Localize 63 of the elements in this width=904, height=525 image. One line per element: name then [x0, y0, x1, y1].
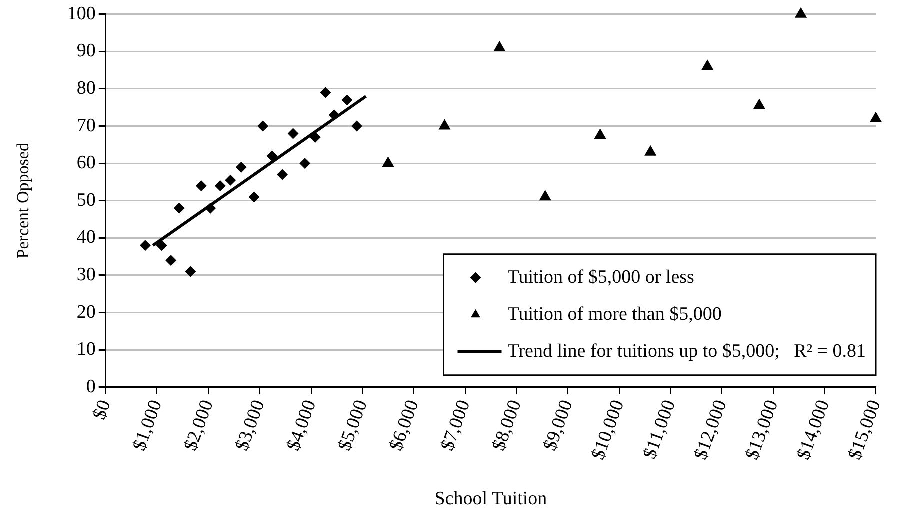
x-axis-title: School Tuition [434, 488, 548, 510]
y-tick-label: 10 [76, 339, 96, 360]
y-tick-label: 80 [76, 78, 96, 99]
point [248, 192, 260, 203]
x-tick-label: $1,000 [129, 398, 167, 454]
point [438, 119, 451, 130]
point [258, 120, 268, 132]
y-tick-label: 20 [76, 302, 96, 323]
point [594, 128, 606, 140]
point [266, 150, 278, 162]
point [288, 128, 299, 140]
x-tick-label: $13,000 [742, 398, 783, 463]
legend-label: Tuition of $5,000 or less [508, 266, 694, 288]
x-tick-label: $2,000 [180, 398, 218, 454]
y-tick-label: 0 [86, 376, 96, 398]
y-tick-label: 60 [76, 152, 96, 174]
y-tick-label: 40 [76, 227, 96, 248]
point [342, 94, 353, 106]
point [277, 169, 288, 180]
point [644, 145, 657, 156]
point [236, 162, 247, 173]
point [539, 190, 552, 201]
y-axis-title: Percent Opposed [14, 142, 33, 259]
y-tick-label: 90 [76, 40, 96, 62]
x-tick-label: $9,000 [540, 398, 578, 454]
point [140, 240, 151, 252]
point [382, 156, 394, 168]
point [310, 132, 321, 143]
x-tick-label: $0 [89, 398, 116, 423]
point [196, 180, 207, 192]
point [351, 120, 362, 132]
x-tick-label: $7,000 [437, 398, 475, 454]
point [300, 158, 311, 170]
point [753, 98, 766, 110]
point [794, 7, 808, 18]
point [320, 87, 332, 98]
x-tick-label: $11,000 [639, 398, 680, 462]
legend-label: Trend line for tuitions up to $5,000; R² = 0.81 [508, 340, 866, 362]
x-tick-label: $10,000 [588, 398, 629, 463]
point [214, 180, 226, 192]
x-tick-label: $12,000 [690, 398, 732, 463]
point [225, 174, 236, 186]
y-tick-label: 70 [76, 115, 96, 136]
x-tick-label: $14,000 [793, 398, 834, 463]
point [166, 255, 177, 266]
y-tick-label: 100 [67, 3, 96, 24]
point [174, 202, 185, 214]
x-tick-label: $3,000 [232, 398, 270, 454]
x-tick-label: $5,000 [334, 398, 372, 454]
x-tick-label: $6,000 [386, 398, 424, 454]
x-tick-label: $4,000 [283, 398, 321, 454]
legend-label: Tuition of more than $5,000 [508, 304, 722, 325]
point [328, 110, 340, 121]
x-tick-label: $8,000 [488, 398, 526, 454]
point [494, 40, 506, 52]
y-tick-label: 30 [76, 264, 96, 286]
point [870, 112, 882, 122]
point [185, 266, 196, 278]
y-tick-label: 50 [76, 190, 96, 211]
point [205, 202, 216, 214]
x-tick-label: $15,000 [844, 398, 886, 463]
point [156, 240, 168, 252]
point [702, 60, 714, 70]
